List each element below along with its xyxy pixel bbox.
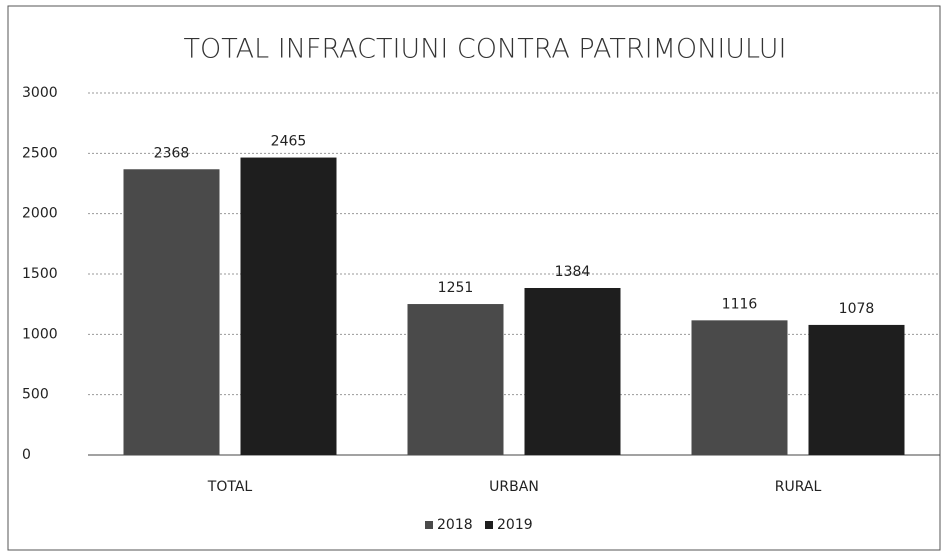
data-label: 1251 xyxy=(438,280,474,296)
legend-label: 2018 xyxy=(437,517,473,533)
data-label: 1078 xyxy=(839,301,875,317)
bar xyxy=(524,287,621,455)
y-tick-label: 0 xyxy=(22,447,31,463)
data-label: 2368 xyxy=(154,145,190,161)
data-label: 2465 xyxy=(271,134,307,150)
legend-swatch xyxy=(485,521,493,529)
y-tick-label: 2500 xyxy=(22,145,58,161)
bar xyxy=(808,324,905,455)
chart-title: TOTAL INFRACTIUNI CONTRA PATRIMONIULUI xyxy=(184,34,787,65)
y-tick-label: 1500 xyxy=(22,266,58,282)
y-tick-label: 500 xyxy=(22,387,49,403)
x-tick-label: TOTAL xyxy=(207,479,253,495)
bar xyxy=(407,304,504,455)
y-tick-label: 1000 xyxy=(22,326,58,342)
y-tick-label: 3000 xyxy=(22,85,58,101)
legend-swatch xyxy=(425,521,433,529)
bar xyxy=(240,157,337,455)
x-tick-label: RURAL xyxy=(775,479,822,495)
data-label: 1116 xyxy=(722,296,758,312)
legend-label: 2019 xyxy=(497,517,533,533)
y-tick-label: 2000 xyxy=(22,206,58,222)
data-label: 1384 xyxy=(555,264,591,280)
bar xyxy=(691,320,788,455)
x-tick-label: URBAN xyxy=(489,479,539,495)
bar xyxy=(123,169,220,455)
